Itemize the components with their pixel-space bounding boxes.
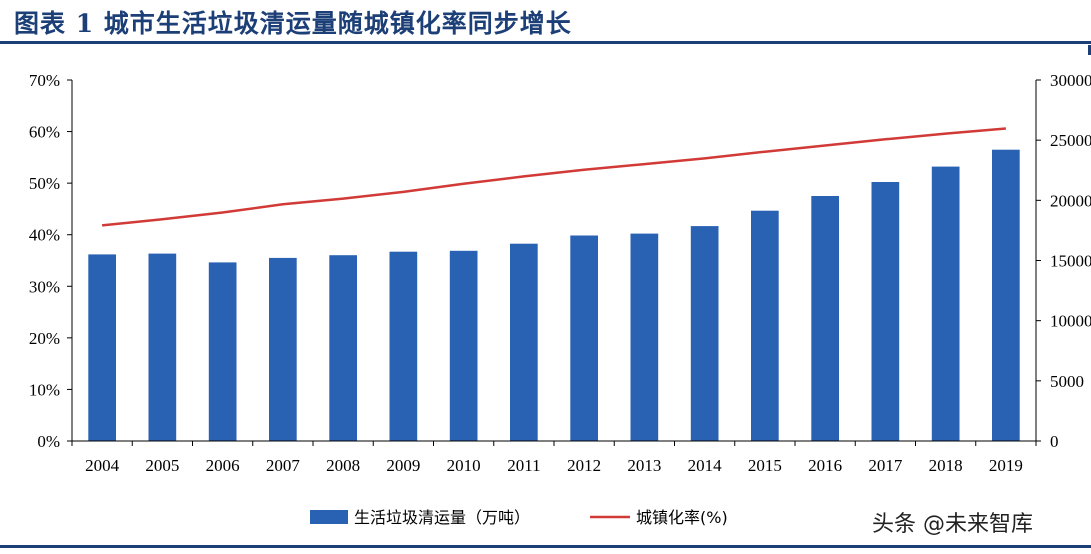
x-tick-label: 2015	[748, 456, 782, 475]
bar-2010	[449, 250, 478, 441]
left-tick-label: 30%	[29, 277, 60, 296]
bar-2017	[871, 182, 900, 441]
left-tick-label: 50%	[29, 174, 60, 193]
title-divider	[0, 41, 1091, 44]
x-tick-label: 2008	[326, 456, 360, 475]
x-tick-label: 2019	[989, 456, 1023, 475]
right-tick-label: 25000	[1050, 131, 1091, 150]
bar-2012	[570, 235, 598, 441]
x-tick-label: 2011	[507, 456, 540, 475]
x-tick-label: 2013	[627, 456, 661, 475]
frame-corner	[1088, 45, 1091, 55]
x-tick-label: 2004	[85, 456, 120, 475]
right-tick-label: 30000	[1050, 71, 1091, 90]
bar-2009	[389, 251, 418, 441]
figure-title: 图表 1 城市生活垃圾清运量随城镇化率同步增长	[14, 9, 572, 38]
bottom-divider	[0, 545, 1091, 548]
bar-2008	[329, 255, 357, 441]
figure-header: 图表 1 城市生活垃圾清运量随城镇化率同步增长	[0, 0, 1091, 46]
left-axis-ticks: 0% 10% 20% 30% 40% 50% 60% 70%	[29, 71, 72, 451]
left-tick-label: 70%	[29, 71, 60, 90]
x-tick-label: 2018	[929, 456, 963, 475]
right-tick-label: 10000	[1050, 312, 1091, 331]
right-axis-ticks: 0 5000 10000 15000 20000 25000 30000	[1036, 71, 1091, 451]
right-tick-label: 20000	[1050, 191, 1091, 210]
x-tick-label: 2009	[386, 456, 420, 475]
x-axis-ticks: 2004 2005 2006 2007 2008 2009 2010 2011 2012 2013…	[71, 441, 1037, 475]
x-tick-label: 2014	[688, 456, 723, 475]
bar-2011	[510, 243, 538, 441]
legend-line-label: 城镇化率(%)	[636, 508, 728, 527]
left-tick-label: 10%	[29, 380, 60, 399]
x-tick-label: 2010	[447, 456, 481, 475]
x-tick-label: 2012	[567, 456, 601, 475]
right-tick-label: 15000	[1050, 252, 1091, 271]
x-tick-label: 2017	[868, 456, 903, 475]
bar-2013	[630, 233, 659, 441]
bar-2004	[88, 254, 116, 441]
bar-series	[88, 149, 1020, 441]
bar-2005	[148, 253, 177, 441]
x-tick-label: 2005	[145, 456, 179, 475]
left-tick-label: 60%	[29, 123, 60, 142]
line-series	[101, 127, 1007, 227]
bar-2014	[690, 226, 719, 441]
left-tick-label: 0%	[37, 432, 60, 451]
bar-2016	[811, 196, 839, 441]
right-tick-label: 5000	[1050, 372, 1084, 391]
bar-2018	[931, 166, 960, 441]
x-tick-label: 2006	[206, 456, 240, 475]
left-tick-label: 20%	[29, 329, 60, 348]
legend-bar-swatch	[310, 510, 348, 524]
bar-2015	[751, 210, 779, 441]
bar-2006	[208, 262, 237, 441]
urbanization-line	[101, 127, 1007, 227]
watermark-text: 头条 @未来智库	[872, 512, 1033, 537]
bar-2007	[269, 257, 297, 441]
left-tick-label: 40%	[29, 226, 60, 245]
legend-bar-label: 生活垃圾清运量（万吨）	[354, 508, 530, 527]
x-tick-label: 2007	[266, 456, 301, 475]
x-tick-label: 2016	[808, 456, 842, 475]
legend: 生活垃圾清运量（万吨） 城镇化率(%)	[310, 508, 728, 527]
right-tick-label: 0	[1050, 432, 1059, 451]
bar-2019	[992, 149, 1020, 441]
